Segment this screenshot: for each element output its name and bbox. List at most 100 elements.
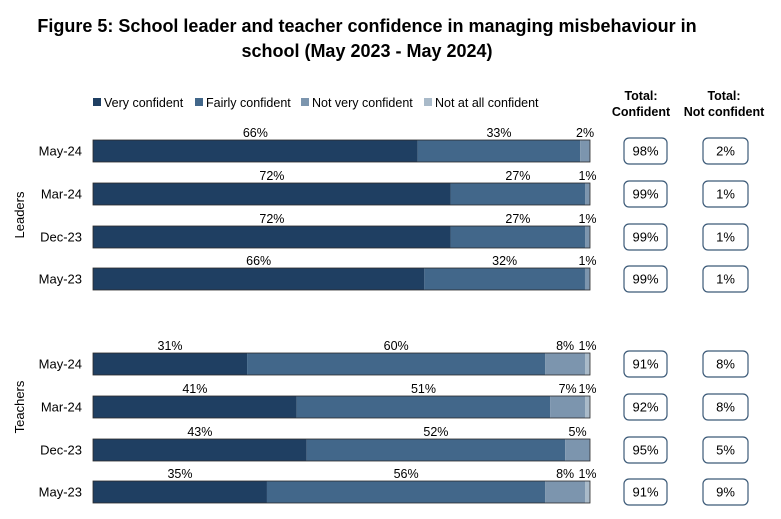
data-label-teachers-may-23-fairly-confident: 56% — [394, 467, 419, 481]
bar-teachers-may-23-not-very-confident — [545, 481, 586, 503]
total-confident-value-teachers-dec-23: 95% — [632, 443, 658, 458]
total-not-confident-value-teachers-mar-24: 8% — [716, 400, 735, 415]
bar-teachers-dec-23-very-confident — [93, 439, 307, 461]
bar-teachers-mar-24-not-at-all-confident — [585, 396, 590, 418]
bar-outline-leaders-mar-24 — [92, 182, 591, 206]
bar-outline-teachers-may-24 — [92, 352, 591, 376]
header-total-confident-line-1: Total: — [624, 89, 657, 103]
bar-outline-teachers-may-23 — [92, 480, 591, 504]
bar-leaders-may-24-not-very-confident — [580, 140, 590, 162]
bar-teachers-may-23-not-at-all-confident — [585, 481, 590, 503]
total-confident-box-leaders-may-23 — [623, 265, 668, 293]
total-not-confident-box-leaders-may-23 — [702, 265, 749, 293]
category-label-teachers-mar-24: Mar-24 — [41, 400, 82, 415]
data-label-leaders-dec-23-not-very-confident: 1% — [578, 212, 596, 226]
legend-swatch-not-very-confident — [301, 98, 309, 106]
data-label-leaders-may-23-fairly-confident: 32% — [492, 254, 517, 268]
data-label-teachers-may-23-very-confident: 35% — [167, 467, 192, 481]
total-not-confident-value-leaders-may-24: 2% — [716, 144, 735, 159]
total-not-confident-box-leaders-mar-24 — [702, 180, 749, 208]
plot-area: Leaders May-24 66% 33% 2% 98% 2% Mar-24 72% 27% 1%… — [12, 126, 749, 506]
chart-title-line-1: Figure 5: School leader and teacher conf… — [37, 16, 696, 36]
total-confident-value-teachers-may-24: 91% — [632, 357, 658, 372]
bar-teachers-may-24-not-at-all-confident — [585, 353, 590, 375]
total-not-confident-box-teachers-mar-24 — [702, 393, 749, 421]
bar-teachers-may-24-fairly-confident — [247, 353, 546, 375]
legend-label-fairly-confident: Fairly confident — [206, 96, 291, 110]
total-confident-value-leaders-may-24: 98% — [632, 144, 658, 159]
total-not-confident-value-leaders-dec-23: 1% — [716, 230, 735, 245]
bar-leaders-dec-23-very-confident — [93, 226, 451, 248]
category-label-teachers-dec-23: Dec-23 — [40, 443, 82, 458]
header-total-not-confident-line-2: Not confident — [684, 105, 765, 119]
bar-teachers-may-23-very-confident — [93, 481, 267, 503]
bar-teachers-mar-24-not-very-confident — [550, 396, 586, 418]
bar-leaders-may-24-very-confident — [93, 140, 418, 162]
data-label-leaders-may-24-not-very-confident: 2% — [576, 126, 594, 140]
legend-label-not-very-confident: Not very confident — [312, 96, 413, 110]
data-label-teachers-dec-23-very-confident: 43% — [187, 425, 212, 439]
data-label-teachers-dec-23-fairly-confident: 52% — [423, 425, 448, 439]
total-confident-value-teachers-may-23: 91% — [632, 485, 658, 500]
category-label-leaders-mar-24: Mar-24 — [41, 187, 82, 202]
bar-teachers-may-23-fairly-confident — [266, 481, 546, 503]
bar-teachers-may-24-not-very-confident — [545, 353, 586, 375]
total-not-confident-value-teachers-may-24: 8% — [716, 357, 735, 372]
bar-leaders-dec-23-not-very-confident — [585, 226, 590, 248]
total-confident-value-leaders-dec-23: 99% — [632, 230, 658, 245]
total-confident-box-teachers-dec-23 — [623, 436, 668, 464]
bar-outline-teachers-mar-24 — [92, 395, 591, 419]
total-not-confident-value-teachers-may-23: 9% — [716, 485, 735, 500]
total-not-confident-value-teachers-dec-23: 5% — [716, 443, 735, 458]
legend-swatch-not-at-all-confident — [424, 98, 432, 106]
total-confident-box-teachers-mar-24 — [623, 393, 668, 421]
bar-outline-leaders-may-24 — [92, 139, 591, 163]
data-label-teachers-may-24-not-very-confident: 8% — [556, 339, 574, 353]
bar-outline-leaders-dec-23 — [92, 225, 591, 249]
totals-header: Total: Confident Total: Not confident — [612, 89, 765, 119]
data-label-teachers-mar-24-not-at-all-confident: 1% — [578, 382, 596, 396]
total-confident-box-leaders-mar-24 — [623, 180, 668, 208]
header-total-confident-line-2: Confident — [612, 105, 671, 119]
data-label-leaders-may-23-very-confident: 66% — [246, 254, 271, 268]
total-confident-box-leaders-dec-23 — [623, 223, 668, 251]
bar-teachers-may-24-very-confident — [93, 353, 248, 375]
bar-leaders-may-23-not-very-confident — [584, 268, 590, 290]
total-confident-value-leaders-may-23: 99% — [632, 272, 658, 287]
legend-label-not-at-all-confident: Not at all confident — [435, 96, 539, 110]
data-label-leaders-mar-24-very-confident: 72% — [259, 169, 284, 183]
data-label-teachers-may-23-not-at-all-confident: 1% — [578, 467, 596, 481]
total-not-confident-box-teachers-may-23 — [702, 478, 749, 506]
total-not-confident-value-leaders-mar-24: 1% — [716, 187, 735, 202]
category-label-teachers-may-24: May-24 — [39, 357, 82, 372]
data-label-leaders-mar-24-fairly-confident: 27% — [505, 169, 530, 183]
category-label-leaders-dec-23: Dec-23 — [40, 230, 82, 245]
data-label-teachers-may-24-very-confident: 31% — [158, 339, 183, 353]
category-label-teachers-may-23: May-23 — [39, 485, 82, 500]
header-total-not-confident-line-1: Total: — [707, 89, 740, 103]
data-label-teachers-may-24-fairly-confident: 60% — [384, 339, 409, 353]
data-label-teachers-may-24-not-at-all-confident: 1% — [578, 339, 596, 353]
data-label-leaders-may-23-not-very-confident: 1% — [578, 254, 596, 268]
total-not-confident-value-leaders-may-23: 1% — [716, 272, 735, 287]
data-label-leaders-dec-23-very-confident: 72% — [259, 212, 284, 226]
total-confident-box-teachers-may-24 — [623, 350, 668, 378]
total-confident-box-teachers-may-23 — [623, 478, 668, 506]
bar-outline-teachers-dec-23 — [92, 438, 591, 462]
bar-leaders-mar-24-very-confident — [93, 183, 451, 205]
bar-teachers-dec-23-fairly-confident — [306, 439, 566, 461]
total-not-confident-box-leaders-dec-23 — [702, 223, 749, 251]
bar-outline-leaders-may-23 — [92, 267, 591, 291]
chart-title-line-2: school (May 2023 - May 2024) — [241, 41, 492, 61]
legend-swatch-fairly-confident — [195, 98, 203, 106]
legend: Very confident Fairly confident Not very… — [93, 96, 539, 110]
data-label-teachers-dec-23-not-very-confident: 5% — [569, 425, 587, 439]
bar-leaders-may-23-fairly-confident — [424, 268, 585, 290]
legend-swatch-very-confident — [93, 98, 101, 106]
bar-teachers-dec-23-not-very-confident — [565, 439, 590, 461]
data-label-leaders-may-24-fairly-confident: 33% — [486, 126, 511, 140]
total-not-confident-box-leaders-may-24 — [702, 137, 749, 165]
bar-leaders-dec-23-fairly-confident — [450, 226, 586, 248]
bar-leaders-mar-24-not-very-confident — [585, 183, 590, 205]
